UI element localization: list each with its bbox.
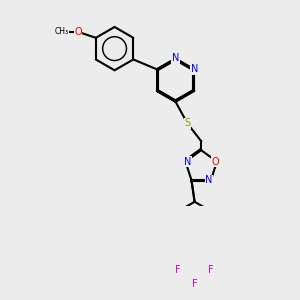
Text: N: N [172, 53, 179, 64]
Text: F: F [175, 265, 181, 275]
Text: N: N [205, 175, 213, 185]
Text: S: S [184, 118, 190, 128]
Text: N: N [191, 64, 198, 74]
Text: CH₃: CH₃ [55, 27, 69, 36]
Text: F: F [192, 279, 197, 289]
Text: N: N [184, 157, 191, 166]
Text: F: F [208, 265, 214, 275]
Text: O: O [74, 27, 82, 37]
Text: O: O [211, 157, 219, 166]
